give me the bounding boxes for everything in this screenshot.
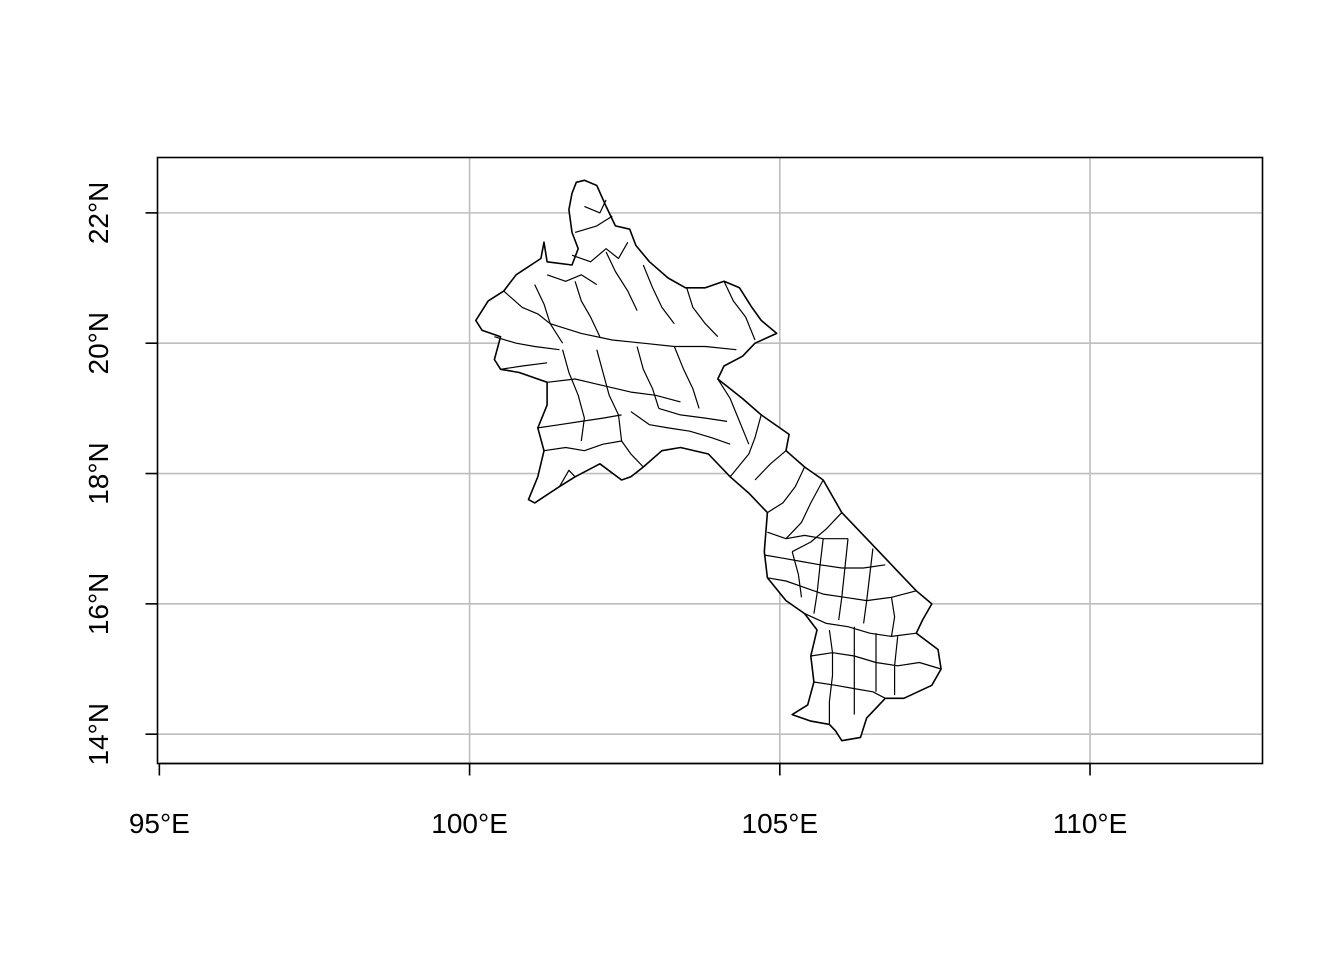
district-boundary-14 [547, 378, 681, 403]
district-boundary-33 [813, 538, 824, 614]
district-boundary-11 [686, 287, 719, 338]
district-boundary-46 [500, 362, 548, 370]
district-boundary-22 [621, 440, 644, 468]
district-boundary-45 [537, 414, 622, 429]
district-boundary-44 [558, 469, 576, 487]
district-boundary-20 [630, 411, 731, 445]
district-boundary-21 [658, 407, 728, 422]
x-axis: 95°E 100°E 105°E 110°E [129, 762, 1128, 839]
district-boundary-4 [546, 274, 598, 286]
district-boundary-6 [494, 336, 560, 351]
district-boundary-1 [574, 215, 613, 233]
y-tick-label: 20°N [83, 312, 114, 375]
district-boundary-27 [785, 479, 824, 540]
district-boundary-5 [503, 290, 551, 325]
district-boundary-3 [571, 241, 629, 263]
district-boundary-13 [550, 323, 737, 351]
district-boundary-24 [729, 414, 762, 478]
district-boundary-18 [673, 346, 700, 409]
district-boundary-31 [767, 577, 917, 602]
district-boundary-9 [605, 251, 638, 311]
district-boundary-23 [717, 378, 750, 445]
district-boundary-43 [890, 597, 896, 637]
y-tick-label: 22°N [83, 182, 114, 245]
y-tick-label: 14°N [83, 703, 114, 766]
y-tick-label: 16°N [83, 573, 114, 636]
district-boundary-2 [584, 199, 607, 214]
district-boundary-36 [804, 613, 917, 637]
district-boundary-26 [767, 466, 806, 514]
x-tick-label: 110°E [1053, 808, 1128, 839]
district-boundary-19 [543, 440, 622, 452]
district-boundary-28 [791, 512, 843, 553]
district-boundary-15 [562, 349, 585, 442]
x-tick-label: 105°E [742, 808, 819, 839]
y-axis: 14°N 16°N 18°N 20°N 22°N [83, 182, 158, 766]
district-boundary-42 [894, 636, 899, 696]
district-boundary-35 [863, 548, 874, 624]
district-boundary-32 [791, 551, 803, 598]
district-boundary-16 [596, 349, 623, 442]
country-map [475, 179, 942, 742]
district-boundary-8 [574, 281, 601, 337]
district-boundary-39 [828, 629, 834, 725]
x-tick-label: 100°E [431, 808, 508, 839]
x-tick-label: 95°E [129, 808, 190, 839]
district-boundary-17 [636, 346, 660, 409]
y-tick-label: 18°N [83, 442, 114, 505]
district-boundary-29 [767, 531, 848, 540]
district-boundary-34 [838, 538, 849, 621]
district-boundary-10 [642, 264, 675, 325]
district-boundary-25 [754, 450, 787, 481]
district-boundary-7 [534, 284, 564, 344]
district-boundary-12 [723, 281, 756, 341]
